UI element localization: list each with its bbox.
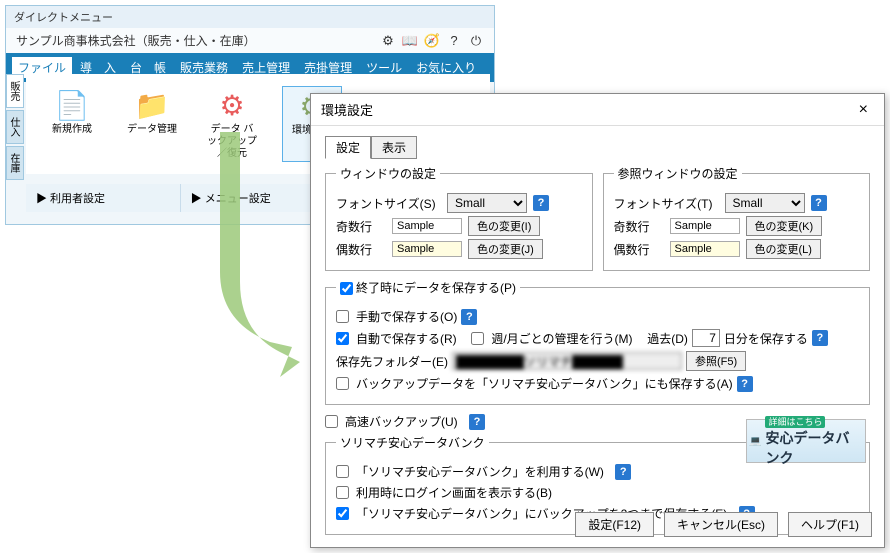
bank-save-checkbox[interactable] (336, 377, 349, 390)
ref-odd-label: 奇数行 (614, 218, 664, 235)
ref-window-legend: 参照ウィンドウの設定 (614, 165, 742, 182)
company-name: サンプル商事株式会社（販売・仕入・在庫） (16, 32, 256, 49)
folder-input[interactable] (452, 352, 682, 370)
manual-save-label: 手動で保存する(O) (356, 308, 457, 325)
odd-color-button[interactable]: 色の変更(I) (468, 216, 540, 236)
book-icon[interactable]: 📖 (402, 33, 418, 49)
window-settings-legend: ウィンドウの設定 (336, 165, 440, 182)
even-row-label: 偶数行 (336, 241, 386, 258)
login-screen-label: 利用時にログイン画面を表示する(B) (356, 484, 552, 501)
tool-data[interactable]: 📁 データ管理 (122, 86, 182, 162)
subtitle-bar: サンプル商事株式会社（販売・仕入・在庫） ⚙ 📖 🧭 ? ⏻ (6, 28, 494, 53)
use-bank-label: 「ソリマチ安心データバンク」を利用する(W) (356, 463, 604, 480)
side-tab-zaiko[interactable]: 在庫 (6, 146, 24, 180)
nav-users[interactable]: ▶ 利用者設定 (26, 184, 181, 212)
browse-button[interactable]: 参照(F5) (686, 351, 746, 371)
ref-odd-sample: Sample (670, 218, 740, 234)
banner-line3: 安心データバンク (765, 430, 849, 466)
compass-icon[interactable]: 🧭 (424, 33, 440, 49)
tool-backup[interactable]: ⚙ データ バックアップ／復元 (202, 86, 262, 162)
help-icon[interactable]: ? (737, 376, 753, 392)
tool-new[interactable]: 📄 新規作成 (42, 86, 102, 162)
help-icon[interactable]: ? (469, 414, 485, 430)
even-sample: Sample (392, 241, 462, 257)
tool-data-label: データ管理 (127, 124, 177, 136)
weekly-checkbox[interactable] (471, 332, 484, 345)
heart-gear-icon: ⚙ (214, 90, 250, 120)
dialog-titlebar: 環境設定 × (311, 94, 884, 126)
days-suffix: 日分を保存する (724, 330, 808, 347)
use-bank-checkbox[interactable] (336, 465, 349, 478)
ref-window-settings-group: 参照ウィンドウの設定 フォントサイズ(T) Small ? 奇数行 Sample… (603, 165, 871, 271)
save-on-exit-checkbox[interactable] (340, 282, 353, 295)
settings-dialog: 環境設定 × 設定 表示 ウィンドウの設定 フォントサイズ(S) Small ?… (310, 93, 885, 548)
weekly-label: 週/月ごとの管理を行う(M) (491, 330, 632, 347)
tool-backup-label: データ バックアップ／復元 (206, 124, 258, 160)
ref-odd-color-button[interactable]: 色の変更(K) (746, 216, 823, 236)
help-icon[interactable]: ? (615, 464, 631, 480)
help-button[interactable]: ヘルプ(F1) (788, 512, 872, 537)
ref-font-size-select[interactable]: Small (725, 193, 805, 213)
close-icon[interactable]: × (853, 101, 874, 119)
file-icon: 📄 (54, 90, 90, 120)
gear-icon[interactable]: ⚙ (380, 33, 396, 49)
window-settings-group: ウィンドウの設定 フォントサイズ(S) Small ? 奇数行 Sample 色… (325, 165, 593, 271)
sorimachi-legend: ソリマチ安心データバンク (336, 434, 489, 451)
ref-even-sample: Sample (670, 241, 740, 257)
font-size-select[interactable]: Small (447, 193, 527, 213)
power-icon[interactable]: ⏻ (468, 33, 484, 49)
fast-backup-label: 高速バックアップ(U) (345, 413, 458, 430)
top-icon-row: ⚙ 📖 🧭 ? ⏻ (380, 33, 484, 49)
ref-font-size-label: フォントサイズ(T) (614, 195, 719, 212)
help-icon[interactable]: ? (446, 33, 462, 49)
tool-new-label: 新規作成 (52, 124, 92, 136)
ref-even-label: 偶数行 (614, 241, 664, 258)
ref-even-color-button[interactable]: 色の変更(L) (746, 239, 821, 259)
side-tabs: 販売 仕入 在庫 (6, 74, 24, 182)
folder-label: 保存先フォルダー(E) (336, 353, 448, 370)
window-title: ダイレクトメニュー (6, 6, 494, 28)
save-on-exit-group: 終了時にデータを保存する(P) 手動で保存する(O) ? 自動で保存する(R) … (325, 279, 870, 405)
help-icon[interactable]: ? (812, 330, 828, 346)
even-color-button[interactable]: 色の変更(J) (468, 239, 543, 259)
sorimachi-banner[interactable]: 💻 詳細はこちら 安心データバンク (746, 419, 866, 463)
tab-settings[interactable]: 設定 (325, 136, 371, 159)
side-tab-hanbai[interactable]: 販売 (6, 74, 24, 108)
ok-button[interactable]: 設定(F12) (575, 512, 654, 537)
past-label: 過去(D) (647, 330, 688, 347)
bank-save-label: バックアップデータを「ソリマチ安心データバンク」にも保存する(A) (356, 375, 733, 392)
days-input[interactable] (692, 329, 720, 347)
odd-row-label: 奇数行 (336, 218, 386, 235)
fast-backup-checkbox[interactable] (325, 415, 338, 428)
help-icon[interactable]: ? (533, 195, 549, 211)
folder-icon: 📁 (134, 90, 170, 120)
auto-save-label: 自動で保存する(R) (356, 330, 457, 347)
dialog-body: 設定 表示 ウィンドウの設定 フォントサイズ(S) Small ? 奇数行 Sa… (311, 126, 884, 553)
cancel-button[interactable]: キャンセル(Esc) (664, 512, 778, 537)
font-size-label: フォントサイズ(S) (336, 195, 441, 212)
save-on-exit-legend: 終了時にデータを保存する(P) (356, 281, 516, 295)
help-icon[interactable]: ? (811, 195, 827, 211)
dialog-title-text: 環境設定 (321, 100, 373, 119)
dialog-tabs: 設定 表示 (325, 136, 870, 159)
dialog-footer: 設定(F12) キャンセル(Esc) ヘルプ(F1) (575, 512, 872, 537)
auto-save-checkbox[interactable] (336, 332, 349, 345)
help-icon[interactable]: ? (461, 309, 477, 325)
keep-two-checkbox[interactable] (336, 507, 349, 520)
tab-display[interactable]: 表示 (371, 136, 417, 159)
login-screen-checkbox[interactable] (336, 486, 349, 499)
banner-line1: 詳細はこちら (765, 416, 825, 428)
odd-sample: Sample (392, 218, 462, 234)
side-tab-shiire[interactable]: 仕入 (6, 110, 24, 144)
laptop-icon: 💻 (749, 436, 761, 447)
manual-save-checkbox[interactable] (336, 310, 349, 323)
